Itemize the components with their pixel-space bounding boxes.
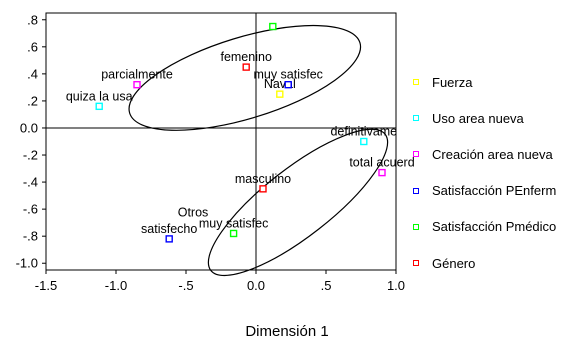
point-label: Otros (178, 206, 209, 220)
legend-swatch (413, 223, 419, 230)
point-label: masculino (235, 172, 291, 186)
x-tick-label: -.5 (178, 278, 193, 293)
data-point (95, 102, 103, 111)
y-tick-label: .8 (27, 12, 38, 27)
legend-swatch (413, 260, 419, 267)
data-point (378, 168, 386, 177)
y-tick-label: .4 (27, 66, 38, 81)
legend-item: Género (413, 245, 556, 281)
data-point (360, 137, 368, 146)
x-tick-label: 0.0 (247, 278, 265, 293)
legend-swatch (413, 187, 419, 194)
point-label: satisfecho (141, 222, 197, 236)
plot-frame (45, 12, 397, 271)
y-tick-label: -1.0 (16, 256, 38, 271)
y-tick-label: -.4 (23, 175, 38, 190)
y-tick-label: -.2 (23, 148, 38, 163)
y-tick-label: .2 (27, 93, 38, 108)
legend-item: Uso area nueva (413, 100, 556, 136)
data-point (133, 80, 141, 89)
y-tick-label: .6 (27, 39, 38, 54)
x-tick-label: 1.0 (387, 278, 405, 293)
x-tick-label: -1.5 (35, 278, 57, 293)
data-point (242, 63, 250, 71)
point-label: muy satisfec (253, 68, 322, 82)
legend-label: Fuerza (432, 74, 473, 90)
cluster-ellipse (207, 128, 389, 277)
data-point (269, 22, 277, 31)
x-tick-label: .5 (321, 278, 332, 293)
point-label: parcialmente (101, 68, 173, 82)
cluster-ellipse (128, 24, 362, 131)
legend-swatch (413, 79, 419, 86)
y-tick-label: -.8 (23, 229, 38, 244)
legend-swatch (413, 151, 419, 158)
legend-label: Satisfacción Pmédico (432, 219, 557, 235)
x-tick-label: -1.0 (105, 278, 127, 293)
legend-item: Satisfacción Pmédico (413, 209, 556, 245)
point-label: total acuerd (349, 156, 414, 170)
legend-label: Satisfacción PEnferm (432, 183, 557, 199)
data-point (284, 80, 292, 89)
y-tick-label: -.6 (23, 202, 38, 217)
data-point (276, 90, 284, 98)
legend-label: Creación area nueva (432, 146, 553, 162)
legend-item: Fuerza (413, 64, 556, 100)
data-point (229, 229, 238, 238)
y-tick-label: 0.0 (20, 120, 38, 135)
data-point (165, 235, 173, 243)
point-label: definitivame (330, 125, 397, 139)
point-label: muy satisfec (199, 216, 268, 230)
point-label: femenino (220, 50, 271, 64)
legend: Fuerza Uso area nueva Creación area nueva S… (413, 64, 556, 281)
data-point (259, 185, 267, 193)
x-axis-title: Dimensión 1 (245, 323, 329, 340)
legend-label: Género (432, 255, 476, 271)
legend-swatch (413, 115, 419, 122)
point-label: quiza la usa (66, 89, 133, 103)
legend-item: Satisfacción PEnferm (413, 173, 556, 209)
legend-item: Creación area nueva (413, 136, 556, 172)
legend-label: Uso area nueva (432, 110, 524, 126)
